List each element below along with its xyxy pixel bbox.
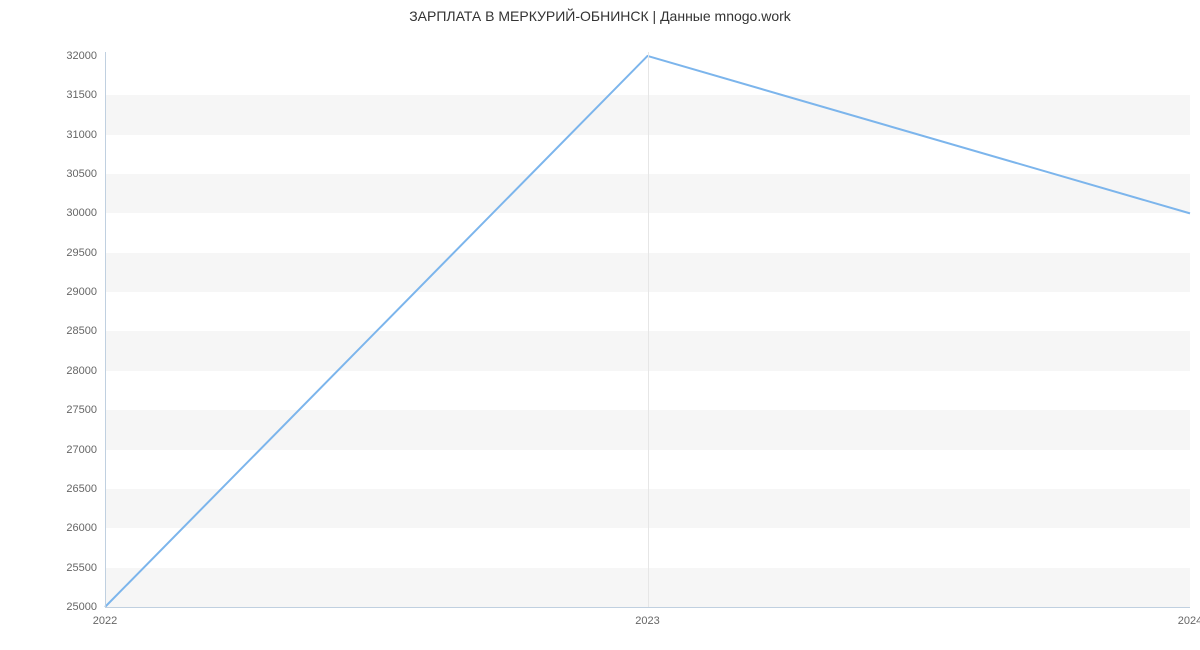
x-tick-label: 2022	[93, 607, 117, 627]
y-tick-label: 28500	[66, 325, 105, 337]
chart-title: ЗАРПЛАТА В МЕРКУРИЙ-ОБНИНСК | Данные mno…	[0, 8, 1200, 24]
y-tick-label: 28000	[66, 365, 105, 377]
y-tick-label: 32000	[66, 50, 105, 62]
y-tick-label: 26500	[66, 483, 105, 495]
x-axis-line	[105, 607, 1190, 608]
y-tick-label: 29500	[66, 247, 105, 259]
salary-line-chart: ЗАРПЛАТА В МЕРКУРИЙ-ОБНИНСК | Данные mno…	[0, 0, 1200, 650]
y-tick-label: 30000	[66, 207, 105, 219]
y-tick-label: 30500	[66, 168, 105, 180]
x-tick-label: 2024	[1178, 607, 1200, 627]
y-tick-label: 31000	[66, 129, 105, 141]
y-tick-label: 31500	[66, 89, 105, 101]
y-axis-line	[105, 52, 106, 607]
vertical-gridline	[648, 52, 649, 607]
y-tick-label: 29000	[66, 286, 105, 298]
y-tick-label: 25500	[66, 562, 105, 574]
y-tick-label: 27500	[66, 404, 105, 416]
y-tick-label: 26000	[66, 522, 105, 534]
plot-area: 2500025500260002650027000275002800028500…	[105, 52, 1190, 607]
x-tick-label: 2023	[635, 607, 659, 627]
y-tick-label: 27000	[66, 444, 105, 456]
